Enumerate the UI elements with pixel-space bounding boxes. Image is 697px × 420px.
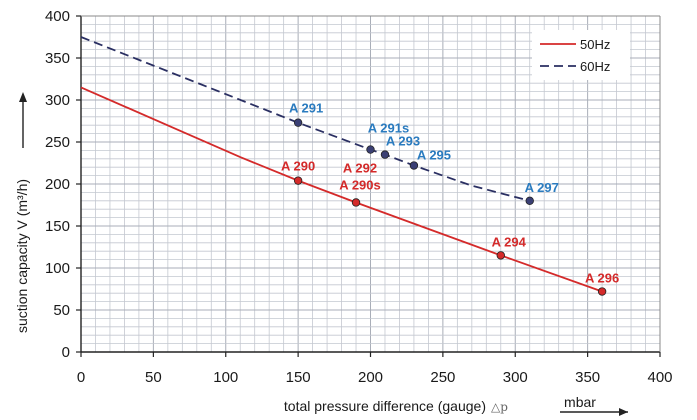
x-axis-unit: mbar — [564, 394, 596, 410]
data-point — [525, 196, 534, 205]
x-tick-label: 0 — [77, 369, 85, 386]
x-tick-label: 350 — [575, 369, 600, 386]
y-axis-arrow-head — [19, 92, 27, 102]
x-tick-label: 400 — [647, 369, 672, 386]
legend-label: 50Hz — [580, 37, 610, 52]
legend-label: 60Hz — [580, 59, 610, 74]
y-tick-label: 350 — [45, 50, 70, 67]
x-unit-arrow-head — [619, 408, 628, 416]
series-points — [293, 118, 607, 296]
y-tick-label: 100 — [45, 260, 70, 277]
y-tick-label: 0 — [62, 344, 70, 361]
y-axis-title: suction capacity V (m³/h) — [14, 179, 30, 333]
x-tick-label: 200 — [358, 369, 383, 386]
axis-titles: total pressure difference (gauge) △p mbar… — [14, 92, 628, 416]
data-point — [380, 150, 390, 159]
x-tick-label: 50 — [145, 369, 162, 386]
point-label: A 297 — [525, 180, 559, 195]
point-label: A 291 — [289, 101, 323, 116]
x-axis-symbol: △p — [491, 400, 508, 414]
x-tick-label: 150 — [286, 369, 311, 386]
data-point — [409, 161, 419, 170]
point-label: A 292 A 290s — [339, 160, 380, 192]
y-tick-label: 400 — [45, 8, 70, 25]
point-label: A 290 — [281, 159, 315, 174]
point-label: A 295 — [417, 148, 451, 163]
x-tick-label: 100 — [213, 369, 238, 386]
x-axis-title: total pressure difference (gauge) — [284, 398, 486, 414]
series-line-50hz — [80, 86, 603, 293]
y-tick-label: 50 — [53, 302, 70, 319]
point-label: A 291s — [368, 121, 409, 136]
data-point — [293, 118, 303, 127]
y-tick-label: 300 — [45, 92, 70, 109]
y-tick-label: 250 — [45, 134, 70, 151]
data-point — [293, 176, 303, 185]
point-label: A 296 — [585, 271, 619, 286]
data-point — [496, 251, 505, 260]
point-label: A 293 — [386, 134, 420, 149]
data-point — [597, 287, 607, 296]
data-point — [366, 145, 375, 154]
x-tick-labels: 0 50 100 150 200 250 300 350 400 — [77, 369, 673, 386]
y-tick-label: 200 — [45, 176, 70, 193]
y-tick-label: 150 — [45, 218, 70, 235]
legend: 50Hz 60Hz — [532, 30, 630, 80]
y-tick-labels: 0 50 100 150 200 250 300 350 400 — [45, 8, 70, 361]
legend-box — [532, 30, 630, 80]
point-label: A 294 — [492, 234, 527, 249]
x-tick-label: 300 — [503, 369, 528, 386]
axes — [76, 15, 661, 357]
data-point — [351, 198, 361, 207]
x-tick-label: 250 — [430, 369, 455, 386]
